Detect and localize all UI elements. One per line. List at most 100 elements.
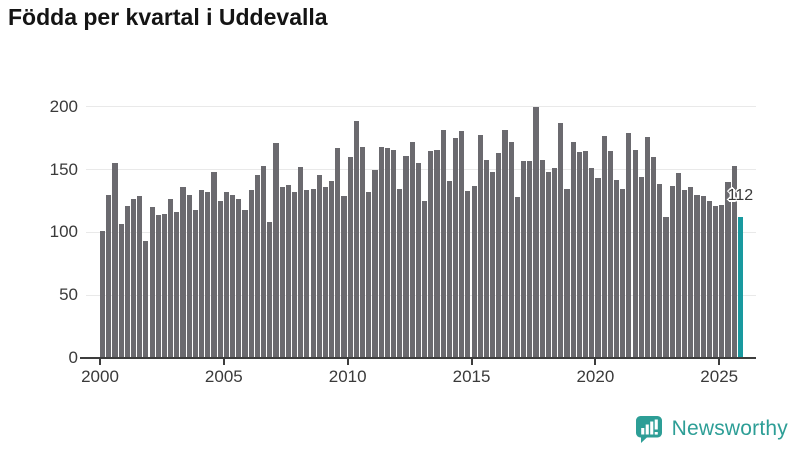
bar — [211, 172, 217, 358]
bar — [130, 198, 137, 358]
bar — [527, 160, 533, 358]
bar — [440, 129, 446, 358]
bar — [168, 198, 174, 358]
bar — [657, 183, 663, 358]
bar — [248, 189, 254, 358]
bar — [199, 189, 205, 358]
bar — [706, 201, 712, 358]
x-tick-label: 2025 — [700, 367, 739, 386]
bar — [539, 159, 545, 358]
bar — [112, 163, 118, 358]
gridline — [86, 294, 756, 296]
latest-value-label: 112 — [727, 187, 754, 205]
bar — [291, 192, 298, 358]
bar — [477, 134, 483, 358]
bar — [700, 196, 706, 358]
x-tick-label: 2000 — [81, 367, 119, 386]
bar — [403, 155, 409, 358]
bar — [694, 194, 700, 358]
bar — [644, 137, 651, 358]
bar — [601, 135, 607, 358]
bar — [106, 194, 112, 358]
bar — [446, 181, 452, 358]
bar — [521, 160, 527, 358]
bar — [688, 187, 694, 358]
y-tick-label: 150 — [49, 159, 78, 179]
bar — [254, 174, 260, 358]
bar — [731, 165, 737, 358]
bar — [279, 187, 285, 358]
bar — [675, 173, 682, 358]
bar — [236, 198, 242, 358]
x-tick-label: 2010 — [328, 367, 367, 386]
bar — [124, 206, 130, 358]
bar — [192, 209, 199, 358]
bar — [341, 196, 347, 358]
bar — [161, 213, 168, 358]
bar — [564, 188, 570, 358]
gridline — [86, 231, 756, 233]
bar — [663, 217, 669, 358]
bar — [353, 120, 360, 358]
bar — [490, 172, 496, 358]
bar — [347, 157, 353, 358]
bar — [378, 147, 384, 358]
bar — [483, 159, 490, 358]
bar — [595, 178, 601, 358]
bar — [669, 186, 675, 358]
bar — [360, 147, 366, 358]
bar — [713, 206, 719, 358]
bar — [428, 150, 434, 358]
bar — [223, 192, 229, 358]
bar — [409, 142, 415, 358]
bar — [558, 123, 564, 358]
brand-name: Newsworthy — [671, 416, 788, 440]
bar — [180, 187, 186, 358]
bar — [415, 163, 421, 358]
bar — [230, 194, 236, 358]
gridline — [86, 169, 756, 171]
bar — [304, 189, 310, 358]
bar-highlighted — [737, 217, 743, 358]
bar — [372, 169, 378, 358]
bar — [217, 201, 223, 358]
bar — [285, 184, 291, 358]
gridline — [86, 106, 756, 108]
bar — [335, 148, 341, 358]
bar — [589, 168, 595, 358]
bar — [496, 153, 502, 358]
bar — [273, 143, 279, 358]
y-axis-zero-tick — [80, 357, 86, 359]
x-axis-line — [86, 357, 756, 359]
bar — [613, 179, 620, 358]
bar — [459, 130, 465, 358]
x-axis-tick — [470, 358, 473, 365]
x-tick-label: 2015 — [452, 367, 491, 386]
bar — [155, 214, 161, 358]
bar — [149, 207, 155, 358]
bar — [434, 149, 440, 358]
bar — [384, 148, 390, 358]
newsworthy-logo-icon — [635, 416, 662, 443]
bar — [632, 149, 638, 358]
bar — [100, 231, 106, 358]
bar — [552, 168, 558, 358]
bar — [137, 196, 143, 358]
bar — [421, 201, 428, 358]
x-axis-tick — [718, 358, 721, 365]
bar — [465, 191, 471, 358]
bar — [626, 133, 632, 358]
bar — [452, 138, 459, 358]
bar — [508, 142, 514, 358]
x-axis-tick — [99, 358, 101, 365]
bar — [242, 209, 248, 358]
bar — [725, 182, 731, 358]
newsworthy-brand-link[interactable]: Newsworthy — [634, 413, 788, 444]
x-axis-tick — [346, 358, 349, 365]
page-title: Födda per kvartal i Uddevalla — [8, 4, 328, 30]
bar — [174, 212, 180, 358]
bar — [397, 188, 403, 358]
bar — [298, 167, 304, 358]
bar — [205, 192, 211, 358]
bar — [582, 150, 589, 358]
